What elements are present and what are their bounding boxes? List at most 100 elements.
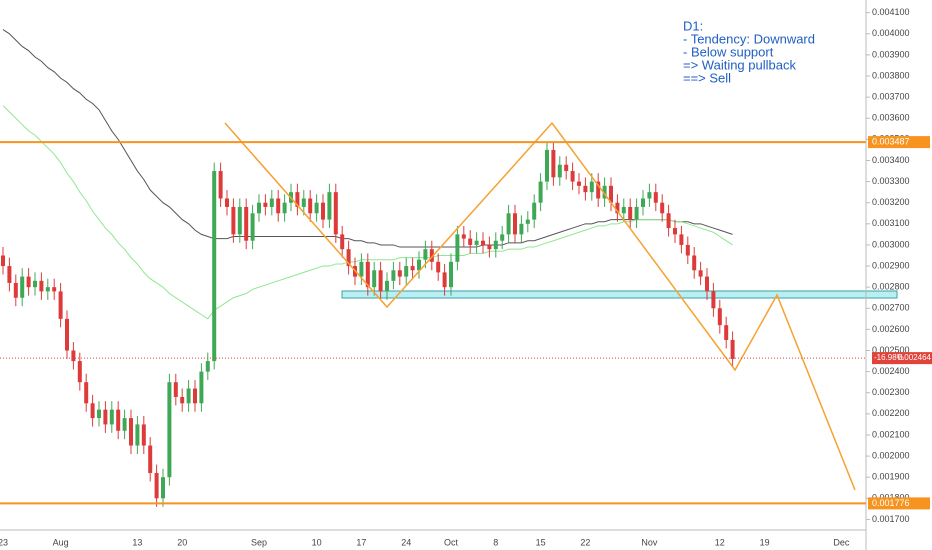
y-tick-label: 0.004100	[872, 7, 910, 17]
last-change-label: -16.98%	[874, 353, 904, 362]
candle-body	[301, 198, 306, 207]
candle-body	[129, 418, 133, 446]
x-tick-label: 17	[356, 537, 366, 547]
y-tick-label: 0.002900	[872, 260, 910, 270]
candle-body	[570, 171, 575, 182]
candle-body	[20, 276, 25, 298]
y-tick-label: 0.002100	[872, 429, 910, 439]
candle-body	[436, 261, 441, 273]
candle-body	[577, 181, 581, 186]
x-tick-label: 24	[401, 537, 411, 547]
candle-body	[282, 202, 287, 214]
plot	[1, 29, 735, 507]
x-tick-label: 12	[715, 537, 725, 547]
candle-body	[545, 149, 549, 182]
candle-body	[474, 240, 479, 245]
candle-body	[468, 238, 473, 245]
candle-body	[231, 206, 236, 235]
candle-body	[269, 198, 274, 207]
y-tick-label: 0.001900	[872, 472, 910, 482]
y-tick-label: 0.003800	[872, 70, 910, 80]
x-tick-label: 13	[132, 537, 142, 547]
candle-body	[218, 171, 223, 199]
candle-body	[615, 202, 620, 214]
x-tick-label: 10	[312, 537, 322, 547]
candle-body	[148, 445, 153, 473]
candle-body	[365, 261, 370, 288]
candle-body	[449, 261, 453, 288]
candle-body	[103, 409, 108, 425]
candle-body	[13, 282, 18, 298]
candle-body	[135, 424, 140, 446]
annotation-line: ==> Sell	[683, 70, 731, 85]
candle-body	[385, 280, 389, 292]
candle-body	[513, 213, 517, 235]
candle-body	[308, 198, 313, 214]
candle-body	[58, 291, 63, 319]
annotation-line: D1:	[683, 18, 703, 33]
candle-body	[487, 244, 492, 250]
zigzag-drawing	[224, 121, 856, 491]
y-tick-label: 0.003700	[872, 92, 910, 102]
candle-body	[404, 266, 409, 277]
candle-body	[65, 318, 69, 351]
support-zone	[341, 290, 898, 299]
y-tick-label: 0.002600	[872, 324, 910, 334]
candle-body	[378, 270, 383, 292]
candle-body	[621, 206, 626, 214]
level-label-box	[868, 497, 930, 510]
level-label-box	[868, 136, 930, 149]
candle-body	[525, 219, 530, 224]
candle-body	[397, 270, 402, 277]
y-tick-label: 0.002400	[872, 366, 910, 376]
candle-body	[410, 266, 415, 271]
x-tick-label: 20	[177, 537, 187, 547]
candle-body	[212, 171, 217, 362]
candle-body	[33, 280, 37, 288]
x-tick-label: Aug	[53, 537, 69, 547]
candle-body	[423, 249, 428, 260]
x-tick-label: Dec	[833, 537, 850, 547]
annotation-line: => Waiting pullback	[683, 57, 796, 72]
candle-body	[679, 234, 684, 245]
candle-body	[429, 249, 434, 262]
x-tick-label: 15	[536, 537, 546, 547]
candle-body	[634, 206, 639, 220]
candle-body	[39, 280, 44, 292]
y-tick-label: 0.002500	[872, 345, 910, 355]
y-tick-label: 0.002800	[872, 282, 910, 292]
candle-body	[161, 477, 165, 499]
y-tick-label: 0.002000	[872, 450, 910, 460]
candle-body	[122, 418, 127, 431]
candle-body	[698, 270, 703, 277]
candle-body	[461, 234, 466, 239]
y-tick-label: 0.003100	[872, 218, 910, 228]
candle-body	[225, 198, 229, 207]
candle-body	[346, 249, 351, 267]
candle-body	[45, 287, 50, 292]
candle-body	[519, 223, 524, 235]
candle-body	[205, 361, 210, 372]
y-tick-label: 0.002200	[872, 408, 910, 418]
candle-body	[314, 202, 319, 214]
candle-body	[705, 276, 709, 292]
candle-body	[327, 192, 332, 220]
candle-body	[263, 202, 268, 207]
candle-body	[193, 388, 197, 404]
y-tick-label: 0.003600	[872, 113, 910, 123]
candle-body	[391, 270, 396, 281]
candle-body	[97, 409, 101, 419]
candle-body	[237, 206, 242, 235]
y-tick-label: 0.003200	[872, 197, 910, 207]
candle-body	[52, 287, 57, 292]
moving-average	[2, 29, 733, 248]
candle-body	[372, 270, 377, 288]
x-tick-label: 23	[0, 537, 8, 547]
y-tick-label: 0.002300	[872, 387, 910, 397]
x-tick-label: 22	[580, 537, 590, 547]
candle-body	[564, 164, 569, 172]
candle-body	[173, 382, 178, 397]
y-tick-label: 0.003400	[872, 155, 910, 165]
candle-body	[730, 339, 735, 359]
